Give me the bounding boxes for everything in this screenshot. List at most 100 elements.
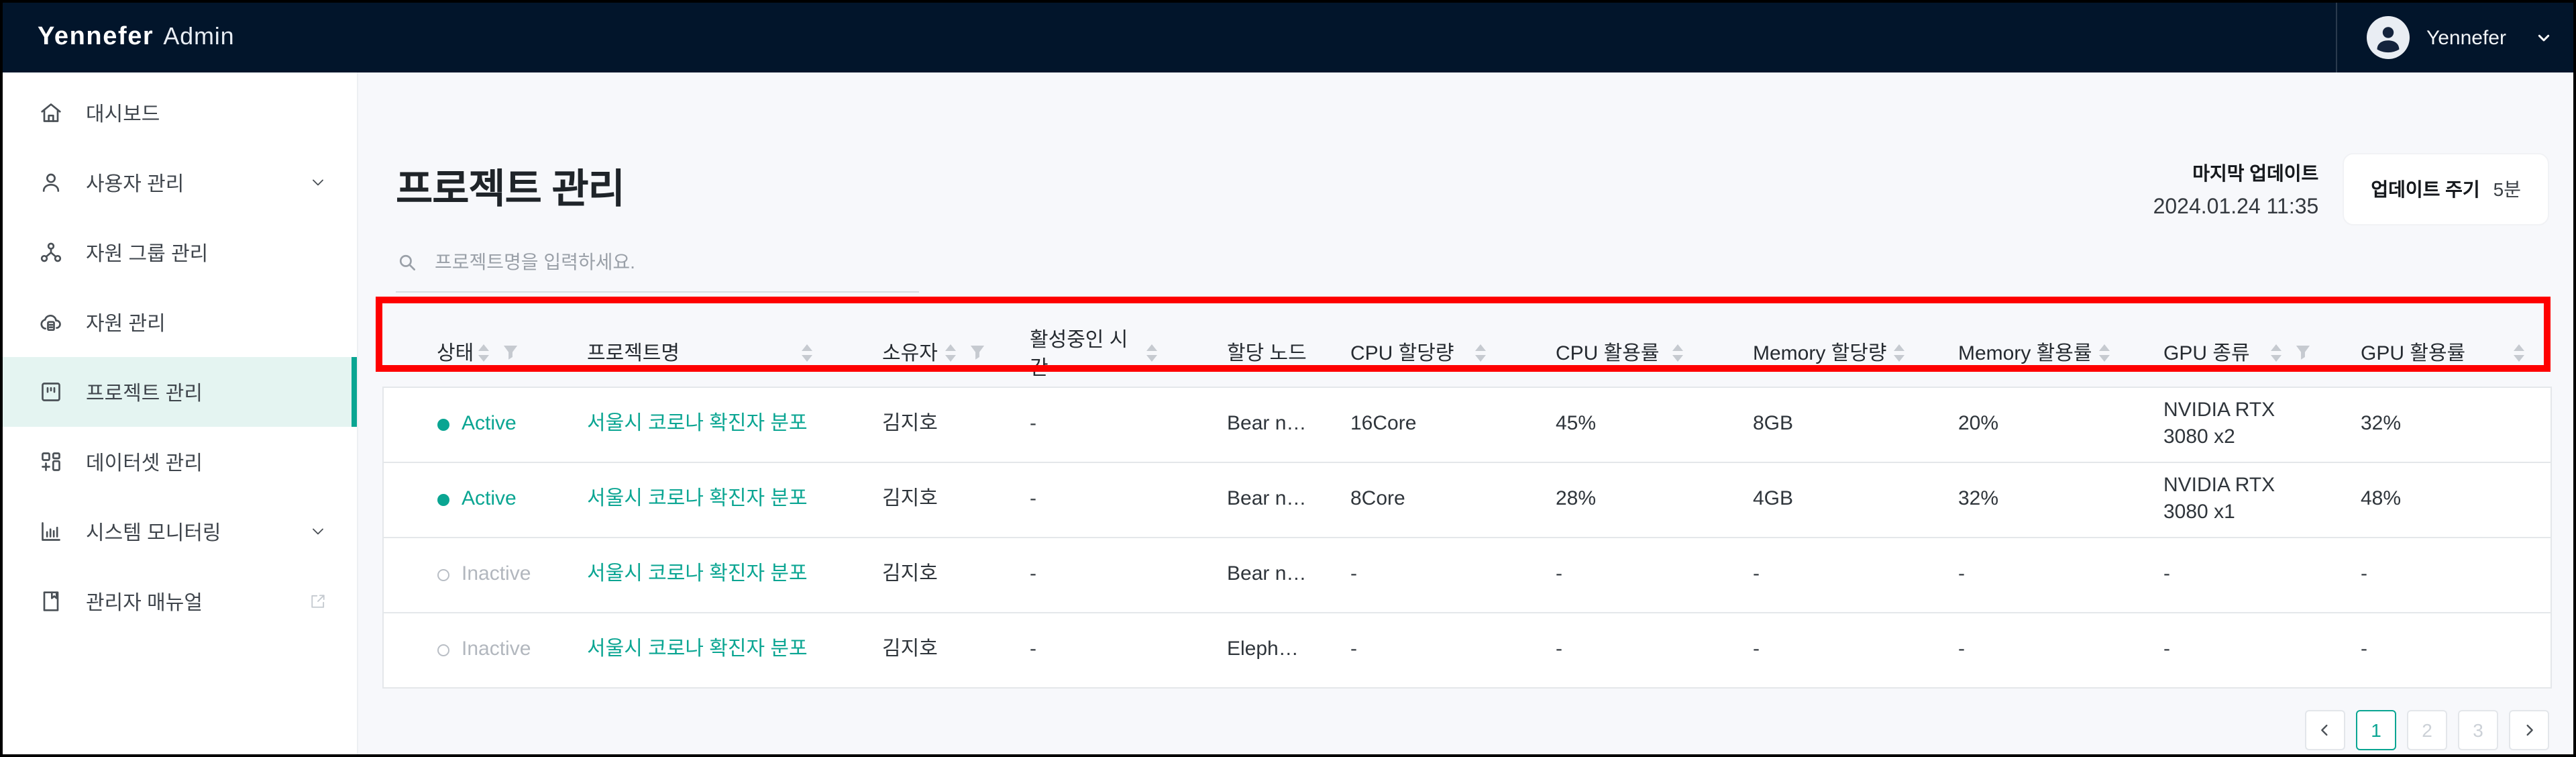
cpu-alloc-cell: -	[1350, 637, 1357, 660]
mem-alloc-cell: -	[1753, 637, 1760, 660]
sidebar-item-label: 대시보드	[86, 103, 160, 125]
avatar[interactable]	[2367, 16, 2410, 59]
top-bar: Yennefer Admin Yennefer	[3, 3, 2573, 72]
status-badge: Inactive	[437, 561, 544, 589]
dataset-icon	[38, 448, 64, 475]
sidebar-item-dashboard[interactable]: 대시보드	[3, 78, 357, 148]
sidebar-item-users[interactable]: 사용자 관리	[3, 148, 357, 217]
sort-icon[interactable]	[477, 344, 489, 362]
search-input[interactable]	[432, 250, 919, 274]
sidebar-item-resource-groups[interactable]: 자원 그룹 관리	[3, 217, 357, 287]
home-icon	[38, 99, 64, 126]
user-icon	[38, 169, 64, 196]
prev-page-button[interactable]	[2305, 709, 2345, 750]
sidebar-item-label: 데이터셋 관리	[86, 452, 203, 474]
sidebar-item-monitoring[interactable]: 시스템 모니터링	[3, 497, 357, 566]
user-name: Yennefer	[2426, 26, 2506, 49]
sort-icon[interactable]	[2098, 344, 2110, 362]
column-header-active-time[interactable]: 활성중인 시간	[998, 319, 1195, 387]
sidebar-item-resources[interactable]: 자원 관리	[3, 287, 357, 357]
gpu-util-cell: -	[2361, 562, 2367, 585]
cpu-util-cell: -	[1556, 562, 1562, 585]
cloud-resource-icon	[38, 309, 64, 336]
project-link[interactable]: 서울시 코로나 확진자 분포	[587, 411, 808, 435]
sort-icon[interactable]	[944, 344, 956, 362]
table-row: Inactive 서울시 코로나 확진자 분포 김지호 - Bear node …	[383, 537, 2551, 612]
filter-icon[interactable]	[969, 345, 984, 361]
gpu-type-cell: NVIDIA RTX 3080 x2	[2163, 398, 2275, 449]
cpu-alloc-cell: 8Core	[1350, 487, 1405, 510]
column-header-status[interactable]: 상태	[383, 319, 555, 387]
gpu-type-cell: -	[2163, 562, 2170, 585]
sort-icon[interactable]	[1892, 344, 1904, 362]
sort-icon[interactable]	[2269, 344, 2282, 362]
mem-alloc-cell: 4GB	[1753, 487, 1794, 510]
sort-icon[interactable]	[1145, 344, 1157, 362]
active-time-cell: -	[1030, 411, 1036, 435]
active-time-cell: -	[1030, 562, 1036, 585]
topbar-divider	[2336, 3, 2338, 72]
mem-util-cell: -	[1958, 562, 1965, 585]
project-link[interactable]: 서울시 코로나 확진자 분포	[587, 637, 808, 660]
column-header-cpu-util[interactable]: CPU 활용률	[1523, 319, 1721, 387]
brand-logo: Yennefer Admin	[38, 23, 234, 52]
chevron-down-icon[interactable]	[309, 173, 327, 192]
sidebar-item-label: 관리자 매뉴얼	[86, 591, 203, 614]
sort-icon[interactable]	[800, 344, 812, 362]
project-icon	[38, 378, 64, 405]
project-link[interactable]: 서울시 코로나 확진자 분포	[587, 562, 808, 585]
column-header-mem-alloc[interactable]: Memory 할당량	[1721, 319, 1926, 387]
project-link[interactable]: 서울시 코로나 확진자 분포	[587, 487, 808, 510]
sort-icon[interactable]	[1671, 344, 1683, 362]
project-search[interactable]	[396, 250, 919, 293]
column-header-mem-util[interactable]: Memory 활용률	[1926, 319, 2131, 387]
page-button-1[interactable]: 1	[2356, 709, 2396, 750]
table-row: Inactive 서울시 코로나 확진자 분포 김지호 - Elephant… …	[383, 612, 2551, 687]
column-header-gpu-util[interactable]: GPU 활용률	[2328, 319, 2551, 387]
sidebar: 대시보드 사용자 관리 자원 그룹 관리 자원 관리 프로젝트 관리 데	[3, 72, 358, 754]
status-badge: Active	[437, 411, 544, 438]
sort-icon[interactable]	[1474, 344, 1486, 362]
column-header-node[interactable]: 할당 노드	[1227, 342, 1307, 366]
cpu-util-cell: 45%	[1556, 411, 1597, 435]
node-cell: Elephant…	[1227, 637, 1318, 660]
resource-group-icon	[38, 239, 64, 266]
sidebar-item-projects[interactable]: 프로젝트 관리	[3, 357, 357, 427]
gpu-util-cell: 32%	[2361, 411, 2402, 435]
page-button-3[interactable]: 3	[2458, 709, 2498, 750]
page-button-2[interactable]: 2	[2407, 709, 2447, 750]
mem-alloc-cell: -	[1753, 562, 1760, 585]
status-badge: Active	[437, 486, 544, 513]
status-dot-icon	[437, 418, 449, 430]
column-header-project-name[interactable]: 프로젝트명	[555, 319, 850, 387]
cpu-util-cell: 28%	[1556, 487, 1597, 510]
sidebar-item-admin-manual[interactable]: 관리자 매뉴얼	[3, 566, 357, 636]
column-header-gpu-type[interactable]: GPU 종류	[2131, 319, 2328, 387]
user-avatar-icon	[2367, 16, 2410, 59]
sidebar-item-datasets[interactable]: 데이터셋 관리	[3, 427, 357, 497]
filter-icon[interactable]	[2295, 345, 2310, 361]
next-page-button[interactable]	[2509, 709, 2549, 750]
filter-icon[interactable]	[502, 345, 517, 361]
chevron-down-icon[interactable]	[309, 522, 327, 541]
status-badge: Inactive	[437, 636, 544, 664]
update-cycle-button[interactable]: 업데이트 주기 5분	[2343, 153, 2549, 225]
sidebar-item-label: 프로젝트 관리	[86, 382, 203, 405]
chevron-down-icon[interactable]	[2533, 27, 2555, 48]
status-dot-icon	[437, 493, 449, 505]
monitoring-icon	[38, 518, 64, 545]
update-cycle-label: 업데이트 주기	[2371, 179, 2480, 200]
page-title: 프로젝트 관리	[396, 168, 625, 212]
main-content: 프로젝트 관리 마지막 업데이트 2024.01.24 11:35 업데이트 주…	[358, 72, 2573, 754]
sidebar-item-label: 사용자 관리	[86, 172, 184, 195]
cpu-alloc-cell: 16Core	[1350, 411, 1417, 435]
sort-icon[interactable]	[2512, 344, 2524, 362]
column-header-cpu-alloc[interactable]: CPU 할당량	[1318, 319, 1523, 387]
table-row: Active 서울시 코로나 확진자 분포 김지호 - Bear node 16…	[383, 387, 2551, 462]
brand-secondary: Admin	[163, 23, 235, 50]
user-menu[interactable]: Yennefer	[2336, 3, 2555, 72]
status-dot-icon	[437, 568, 449, 581]
mem-util-cell: 32%	[1958, 487, 1999, 510]
column-header-owner[interactable]: 소유자	[850, 319, 998, 387]
pagination: 1 2 3	[382, 709, 2549, 750]
